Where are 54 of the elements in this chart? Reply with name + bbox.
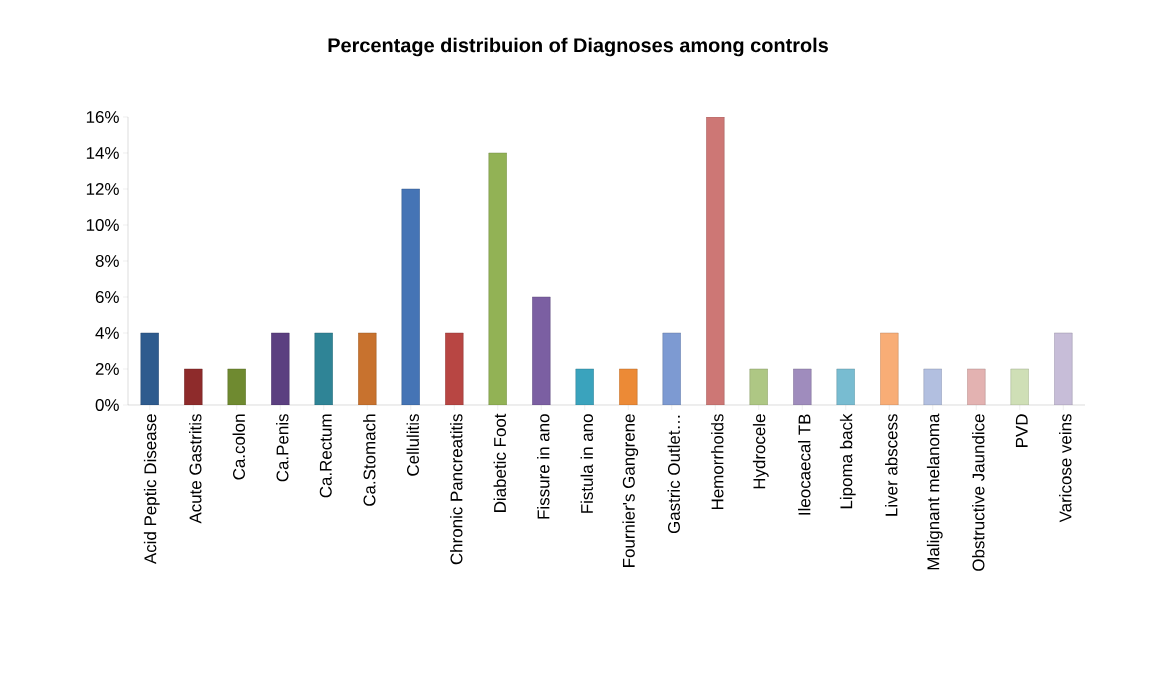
bar [1010,368,1029,405]
bar [836,368,855,405]
bar [1054,332,1073,405]
x-tick-label: Fistula in ano [580,414,593,513]
bar [488,152,507,405]
y-tick-label: 14% [86,147,119,159]
bar [227,368,246,405]
x-tick-label: Lipoma back [839,413,856,509]
chart-title: Percentage distribuion of Diagnoses among controls [328,37,828,57]
x-tick-label: Fournier's Gangrene [622,414,639,567]
x-tick-label: Acid Peptic Disease [143,414,160,565]
y-tick-label: 4% [95,327,119,339]
y-tick-label: 10% [86,218,119,231]
x-tick-label: Chronic Pancreatitis [450,414,463,565]
y-tick-label: 12% [86,183,119,195]
y-tick-label: 6% [95,290,119,303]
x-tick-label: Ca.Stomach [363,414,376,506]
bar [880,332,899,405]
bar [706,116,725,405]
bar [271,332,290,405]
x-tick-label: Malignant melanoma [926,413,943,570]
bar [619,368,638,405]
x-tick-label: Hydrocele [752,414,769,489]
bar [445,332,464,405]
y-tick-label: 2% [95,363,119,375]
bar [401,188,420,405]
x-tick-label: Diabetic Foot [493,413,506,512]
x-tick-label: Ca.colon [232,414,245,480]
x-tick-label: Acute Gastritis [189,414,202,524]
bar [749,368,768,405]
y-tick-label: 8% [95,254,119,267]
x-tick-label: Gastric Outlet… [667,415,680,534]
bar [793,368,812,405]
bar [184,368,203,405]
x-tick-label: Liver abscess [885,414,898,516]
y-tick-label: 16% [86,110,119,123]
bar [662,332,681,405]
y-tick-label: 0% [95,398,119,411]
x-tick-label: Obstructive Jaundice [972,414,985,571]
bar [923,368,942,405]
x-tick-label: Cellulitis [406,414,419,476]
x-tick-label: Ca.Rectum [319,414,332,498]
x-tick-label: Ca.Penis [276,414,289,482]
x-tick-label: Fissure in ano [537,414,550,519]
x-tick-label: PVD [1015,414,1028,447]
x-tick-label: Varicose veins [1059,414,1072,523]
bar [140,332,159,405]
x-tick-label: Ileocaecal TB [798,414,811,515]
x-tick-label: Hemorrhoids [711,414,724,510]
bar [532,296,551,405]
bar [967,368,986,405]
bar [314,332,333,405]
bar [575,368,594,405]
bar [358,332,377,405]
